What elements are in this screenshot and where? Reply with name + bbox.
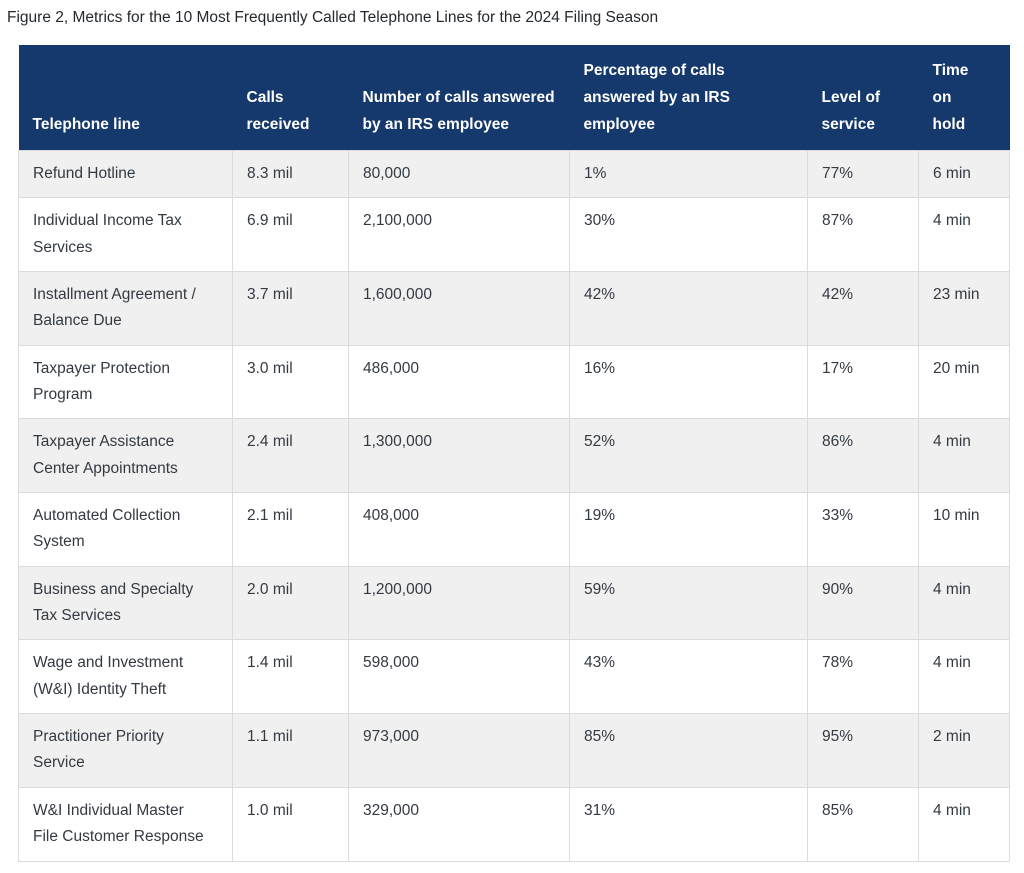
column-header-time-on-hold: Time on hold (918, 44, 1010, 151)
table-cell: 598,000 (348, 639, 570, 715)
table-cell: 1% (569, 149, 808, 199)
table-cell: 33% (807, 492, 919, 567)
column-header-telephone-line: Telephone line (18, 44, 233, 151)
table-cell: 42% (569, 271, 808, 346)
column-header-level-of-service: Level of service (807, 44, 919, 151)
table-cell: 6 min (918, 149, 1010, 199)
table-row: W&I Individual Master File Customer Resp… (18, 786, 1010, 862)
table-cell: 8.3 mil (232, 149, 349, 199)
column-header-calls-received: Calls received (232, 44, 349, 151)
table-cell: 4 min (918, 565, 1010, 641)
table-body: Refund Hotline 8.3 mil 80,000 1% 77% 6 min Ind… (18, 149, 1010, 862)
table-cell: Automated Collection System (18, 492, 233, 567)
table-row: Installment Agreement / Balance Due 3.7 m… (18, 271, 1010, 346)
table-cell: Individual Income Tax Services (18, 197, 233, 272)
table-cell: 3.0 mil (232, 344, 349, 420)
table-cell: 42% (807, 271, 919, 346)
table-cell: 78% (807, 639, 919, 715)
table-cell: Taxpayer Protection Program (18, 344, 233, 420)
table-header: Telephone line Calls received Number of … (18, 44, 1010, 151)
column-header-calls-answered: Number of calls answered by an IRS emplo… (348, 44, 570, 151)
table-cell: 85% (569, 713, 808, 788)
figure-title: Figure 2, Metrics for the 10 Most Freque… (7, 9, 659, 26)
table-row: Business and Specialty Tax Services 2.0 m… (18, 565, 1010, 641)
table-row: Automated Collection System 2.1 mil 408,00… (18, 492, 1010, 567)
table-row: Taxpayer Assistance Center Appointments 2… (18, 418, 1010, 494)
table-cell: 17% (807, 344, 919, 420)
table-cell: 31% (569, 786, 808, 862)
table-cell: 1.4 mil (232, 639, 349, 715)
table-cell: 2 min (918, 713, 1010, 788)
table-cell: 6.9 mil (232, 197, 349, 272)
table-cell: 408,000 (348, 492, 570, 567)
table-row: Taxpayer Protection Program 3.0 mil 486,00… (18, 344, 1010, 420)
table-cell: 4 min (918, 639, 1010, 715)
table-row: Refund Hotline 8.3 mil 80,000 1% 77% 6 min (18, 149, 1010, 199)
table-cell: 30% (569, 197, 808, 272)
table-cell: 329,000 (348, 786, 570, 862)
table-cell: 4 min (918, 418, 1010, 494)
table-cell: 2.4 mil (232, 418, 349, 494)
table-cell: 90% (807, 565, 919, 641)
table-cell: 4 min (918, 197, 1010, 272)
table-cell: 4 min (918, 786, 1010, 862)
table-cell: 85% (807, 786, 919, 862)
table-cell: 2,100,000 (348, 197, 570, 272)
table-cell: 1.1 mil (232, 713, 349, 788)
table-cell: 23 min (918, 271, 1010, 346)
table-header-row: Telephone line Calls received Number of … (18, 44, 1010, 151)
table-cell: 86% (807, 418, 919, 494)
table-cell: 2.0 mil (232, 565, 349, 641)
table-cell: 43% (569, 639, 808, 715)
table-cell: W&I Individual Master File Customer Resp… (18, 786, 233, 862)
table-cell: Practitioner Priority Service (18, 713, 233, 788)
table-cell: 87% (807, 197, 919, 272)
table-cell: 2.1 mil (232, 492, 349, 567)
table-cell: Refund Hotline (18, 149, 233, 199)
table-cell: Business and Specialty Tax Services (18, 565, 233, 641)
column-header-time-on-hold-text: Time on hold (932, 61, 969, 133)
table-cell: 16% (569, 344, 808, 420)
table-cell: 52% (569, 418, 808, 494)
table-cell: 3.7 mil (232, 271, 349, 346)
table-row: Individual Income Tax Services 6.9 mil 2,1… (18, 197, 1010, 272)
table-cell: Installment Agreement / Balance Due (18, 271, 233, 346)
table-cell: 1,200,000 (348, 565, 570, 641)
table-cell: 59% (569, 565, 808, 641)
table-cell: 1,600,000 (348, 271, 570, 346)
table-row: Practitioner Priority Service 1.1 mil 973,… (18, 713, 1010, 788)
table-row: Wage and Investment (W&I) Identity Theft… (18, 639, 1010, 715)
column-header-percentage-answered: Percentage of calls answered by an IRS e… (569, 44, 808, 151)
table-cell: 20 min (918, 344, 1010, 420)
table-cell: 10 min (918, 492, 1010, 567)
table-cell: Taxpayer Assistance Center Appointments (18, 418, 233, 494)
table-cell: 19% (569, 492, 808, 567)
table-cell: 486,000 (348, 344, 570, 420)
table-cell: 1.0 mil (232, 786, 349, 862)
table-cell: Wage and Investment (W&I) Identity Theft (18, 639, 233, 715)
table-cell: 1,300,000 (348, 418, 570, 494)
table-cell: 973,000 (348, 713, 570, 788)
table-cell: 95% (807, 713, 919, 788)
table-cell: 77% (807, 149, 919, 199)
metrics-table: Telephone line Calls received Number of … (18, 44, 1010, 862)
table-cell: 80,000 (348, 149, 570, 199)
